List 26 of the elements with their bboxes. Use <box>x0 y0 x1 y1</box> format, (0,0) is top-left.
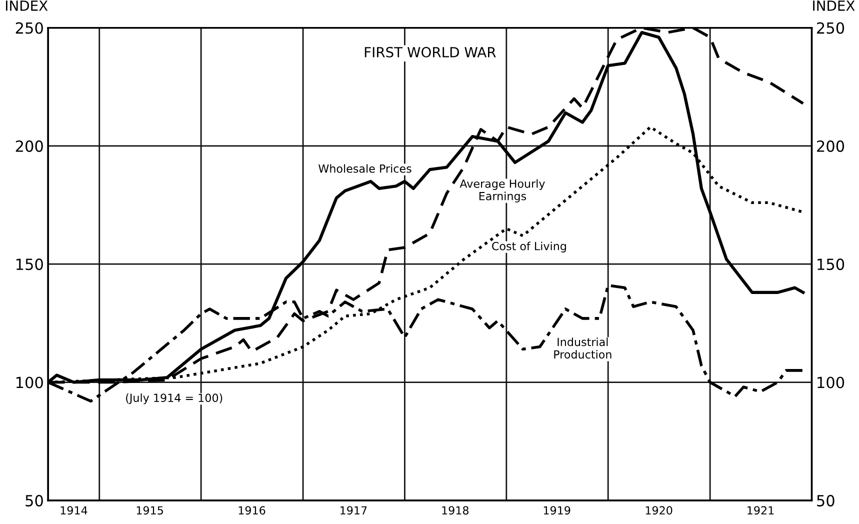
y-tick-label: 250 <box>16 22 43 34</box>
y-tick-label: 100 <box>16 376 43 388</box>
y2-tick-label: 250 <box>817 22 844 34</box>
series-label: Wholesale Prices <box>318 164 412 173</box>
x-tick-label: 1918 <box>442 506 469 515</box>
series-label: Average Hourly Earnings <box>460 179 545 202</box>
series-label: Industrial Production <box>554 338 612 359</box>
y-axis-title: INDEX <box>6 0 48 11</box>
x-tick-label: 1917 <box>340 506 367 515</box>
x-tick-label: 1921 <box>748 506 774 515</box>
y2-tick-label: 50 <box>817 494 834 506</box>
series-label: Cost of Living <box>492 242 566 252</box>
x-tick-label: 1920 <box>646 506 672 515</box>
text: FIRST WORLD WAR <box>364 46 496 58</box>
y2-tick-label: 200 <box>817 140 844 152</box>
y2-axis-title: INDEX <box>813 0 855 11</box>
annotation: (July 1914 = 100) <box>126 393 222 404</box>
x-tick-label: 1916 <box>238 506 266 515</box>
x-tick-label: 1915 <box>136 506 163 515</box>
y-tick-label: 200 <box>16 140 43 152</box>
y2-tick-label: 150 <box>818 258 844 270</box>
x-tick-label: 1914 <box>60 506 88 515</box>
y-tick-label: 50 <box>26 494 43 506</box>
y2-tick-label: 100 <box>818 376 844 388</box>
y-tick-label: 150 <box>16 258 43 270</box>
x-tick-label: 1919 <box>544 506 570 515</box>
